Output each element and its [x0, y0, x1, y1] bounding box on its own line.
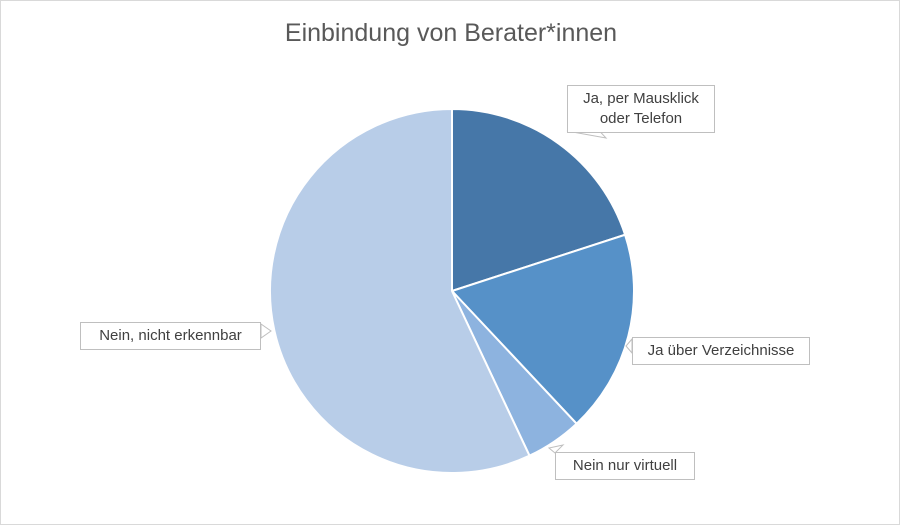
data-label-nein-nicht-erkennbar: Nein, nicht erkennbar — [80, 322, 261, 350]
callout-pointer-nein-nur-virtuell — [547, 444, 565, 454]
data-label-nein-nur-virtuell: Nein nur virtuell — [555, 452, 695, 480]
data-label-ja-ueber-verzeichnisse: Ja über Verzeichnisse — [632, 337, 810, 365]
callout-pointer-nein-nicht-erkennbar — [260, 323, 272, 339]
chart-title: Einbindung von Berater*innen — [284, 19, 618, 47]
pie-slice-nein-nicht-erkennbar — [269, 107, 531, 474]
pie-slice-ja-per-mausklick — [451, 107, 627, 293]
pie-slice-ja-ueber-verzeichnisse — [450, 233, 635, 426]
data-label-ja-per-mausklick: Ja, per Mausklick oder Telefon — [567, 85, 715, 133]
